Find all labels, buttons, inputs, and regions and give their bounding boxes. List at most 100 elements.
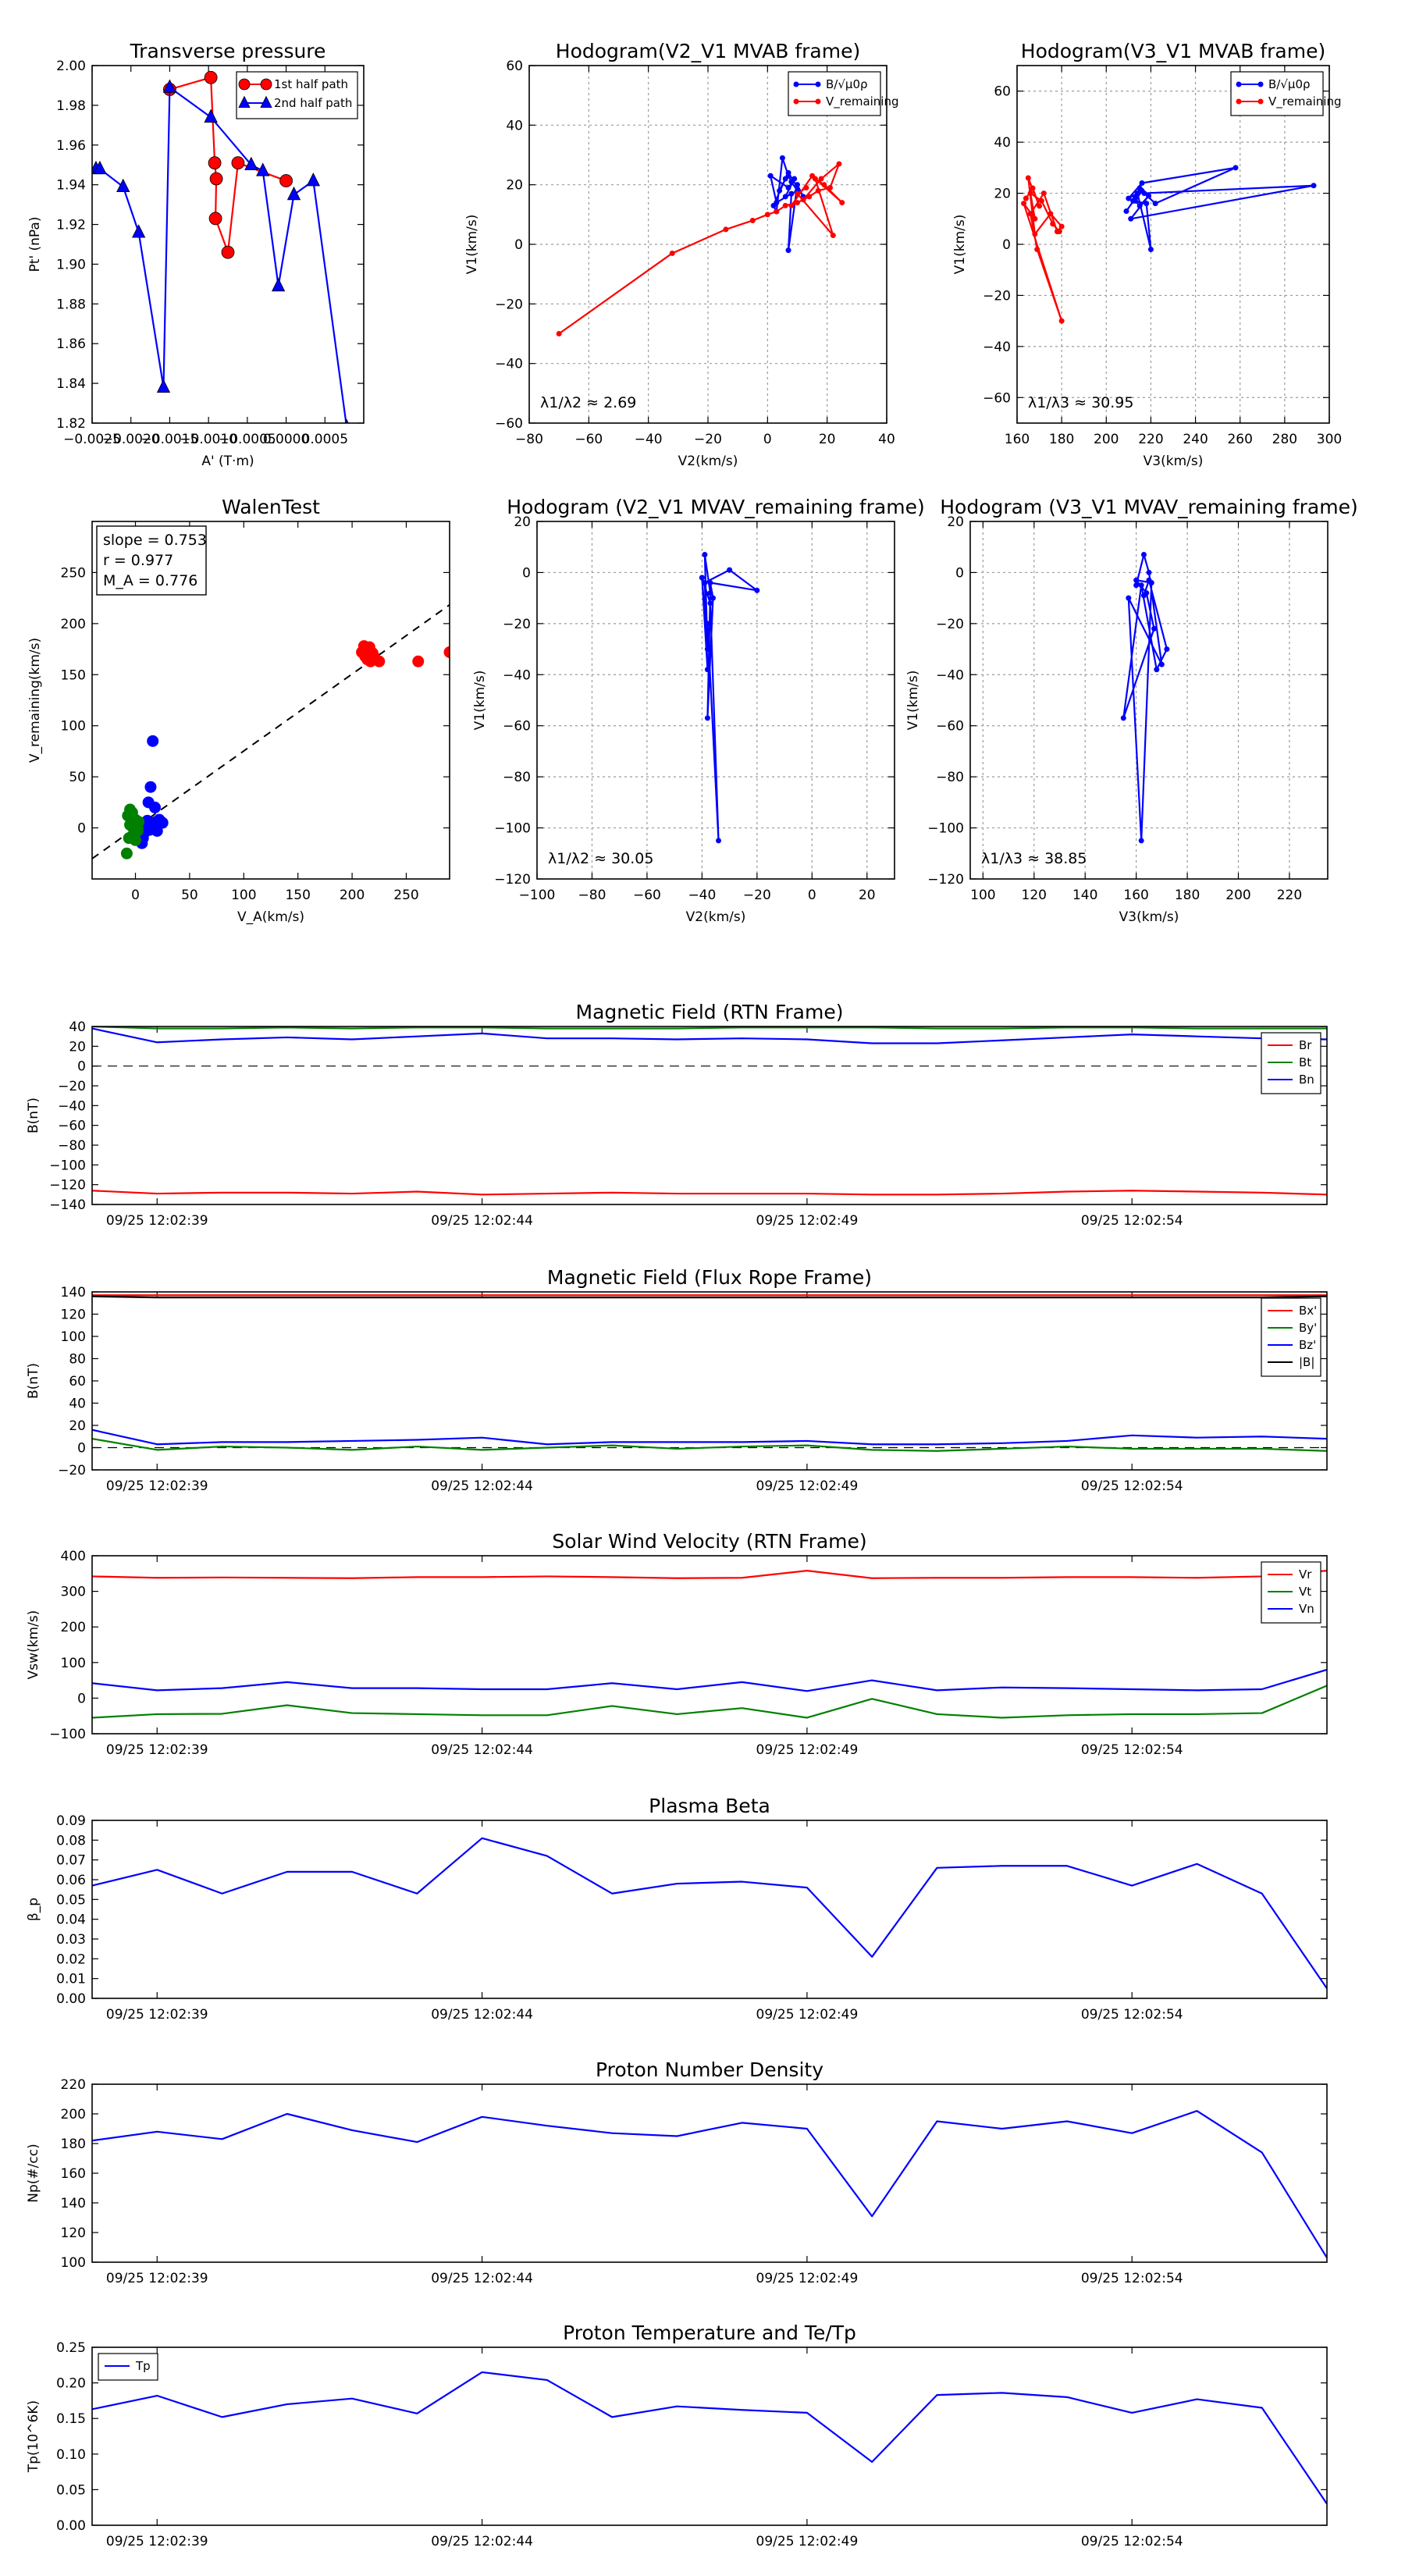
data-point (785, 169, 791, 176)
series-line (92, 1685, 1327, 1719)
y-tick-label: 50 (69, 770, 86, 785)
y-tick-label: 0.09 (56, 1813, 86, 1829)
data-point (131, 822, 144, 834)
x-tick-label: 200 (1094, 432, 1119, 447)
x-tick-label: 20 (859, 888, 876, 903)
chart-transverse-pressure: Transverse pressure −0.0025−0.0020−0.0015… (27, 40, 365, 469)
plot-frame (1016, 65, 1330, 424)
data-point (795, 200, 800, 206)
y-tick-label: 20 (69, 1039, 86, 1055)
data-point (704, 667, 710, 673)
legend-label: Vt (1299, 1585, 1311, 1599)
y-tick-label: −120 (49, 1178, 86, 1194)
x-tick-label: 160 (1123, 888, 1148, 903)
x-tick-label: 100 (231, 888, 256, 903)
chart-solar-wind-velocity: Solar Wind Velocity (RTN Frame) 09/25 12:… (26, 1530, 1328, 1758)
data-point (1025, 175, 1031, 181)
y-tick-label: −120 (927, 872, 964, 888)
series-bn (92, 1027, 1327, 1044)
series-line (92, 1570, 1327, 1579)
series-red (356, 640, 450, 667)
data-point (1030, 185, 1036, 191)
y-tick-label: 0.10 (56, 2447, 86, 2463)
y-axis-label: V1(km/s) (464, 215, 480, 275)
plot-area (92, 2371, 1327, 2505)
x-tick-label: 09/25 12:02:39 (106, 1478, 208, 1494)
y-tick-label: −20 (983, 288, 1011, 304)
data-point (162, 79, 177, 93)
y-tick-label: 1.86 (56, 336, 86, 352)
plot-area (1021, 165, 1317, 324)
data-point (344, 418, 349, 423)
plot-frame (91, 1291, 1328, 1471)
plot-frame (528, 65, 887, 424)
series-line (92, 2371, 1327, 2505)
data-point (707, 590, 713, 596)
data-point (793, 81, 799, 87)
plot-frame (91, 521, 450, 880)
data-point (279, 174, 293, 187)
x-tick-label: 09/25 12:02:44 (431, 2534, 533, 2549)
data-point (1126, 195, 1132, 201)
data-point (710, 595, 716, 601)
x-tick-label: 09/25 12:02:54 (1081, 1213, 1183, 1229)
data-point (366, 647, 379, 660)
plot-frame (91, 65, 365, 424)
chart-title: Solar Wind Velocity (RTN Frame) (552, 1530, 866, 1553)
x-tick-label: 0 (131, 888, 140, 903)
y-tick-label: 400 (61, 1549, 86, 1564)
x-tick-label: 100 (970, 888, 995, 903)
chart-proton-temperature: Proton Temperature and Te/Tp 09/25 12:02:… (26, 2322, 1328, 2549)
data-point (827, 184, 833, 190)
series-v-remaining (1021, 175, 1065, 324)
y-tick-label: 1.98 (56, 98, 86, 114)
y-tick-label: 160 (61, 2166, 86, 2182)
x-tick-label: 150 (285, 888, 310, 903)
x-tick-label: 09/25 12:02:44 (431, 1213, 533, 1229)
series-vn (92, 1668, 1327, 1692)
y-tick-label: −60 (936, 719, 964, 735)
x-tick-label: −60 (633, 888, 661, 903)
chart-proton-number-density: Proton Number Density 09/25 12:02:39 09/25… (26, 2058, 1328, 2286)
legend-label: Vn (1299, 1602, 1314, 1616)
y-tick-label: −80 (58, 1138, 86, 1154)
data-point (126, 806, 138, 819)
series-line (92, 1668, 1327, 1692)
data-point (1058, 223, 1065, 229)
legend: 1st half path 2nd half path (236, 71, 358, 119)
x-tick-label: 09/25 12:02:54 (1081, 2271, 1183, 2286)
series-vt (92, 1685, 1327, 1719)
legend-label: Bn (1299, 1073, 1314, 1087)
x-tick-label: 09/25 12:02:44 (431, 2271, 533, 2286)
data-point (1138, 838, 1144, 844)
legend-label: By' (1299, 1321, 1317, 1335)
data-point (800, 197, 806, 203)
data-point (286, 186, 301, 201)
y-tick-label: −40 (503, 667, 531, 683)
y-tick-label: −140 (49, 1197, 86, 1213)
chart-magnetic-field-rtn: Magnetic Field (RTN Frame) 09/25 12:02:39… (26, 1001, 1328, 1229)
y-tick-label: −20 (495, 297, 523, 312)
eigen-ratio-annotation: λ1/λ3 ≈ 30.95 (1028, 394, 1133, 411)
data-point (704, 715, 710, 721)
eigen-ratio-annotation: λ1/λ2 ≈ 2.69 (540, 394, 636, 411)
data-point (812, 176, 818, 182)
series-line (701, 553, 758, 842)
plot-area (92, 1294, 1327, 1452)
x-tick-label: 20 (819, 432, 836, 447)
plot-area (1120, 552, 1170, 844)
x-tick-label: 180 (1049, 432, 1074, 447)
series-v (1120, 552, 1170, 844)
data-point (1147, 247, 1154, 253)
data-point (774, 208, 780, 215)
x-tick-label: 200 (1225, 888, 1250, 903)
plot-area (699, 552, 760, 844)
series-line (558, 162, 843, 335)
stats-line: M_A = 0.776 (103, 572, 197, 589)
y-tick-label: 80 (69, 1352, 86, 1368)
data-point (806, 194, 813, 200)
x-tick-label: 160 (1005, 432, 1030, 447)
data-point (1140, 552, 1147, 558)
data-point (1050, 221, 1056, 227)
plot-area (92, 70, 349, 423)
